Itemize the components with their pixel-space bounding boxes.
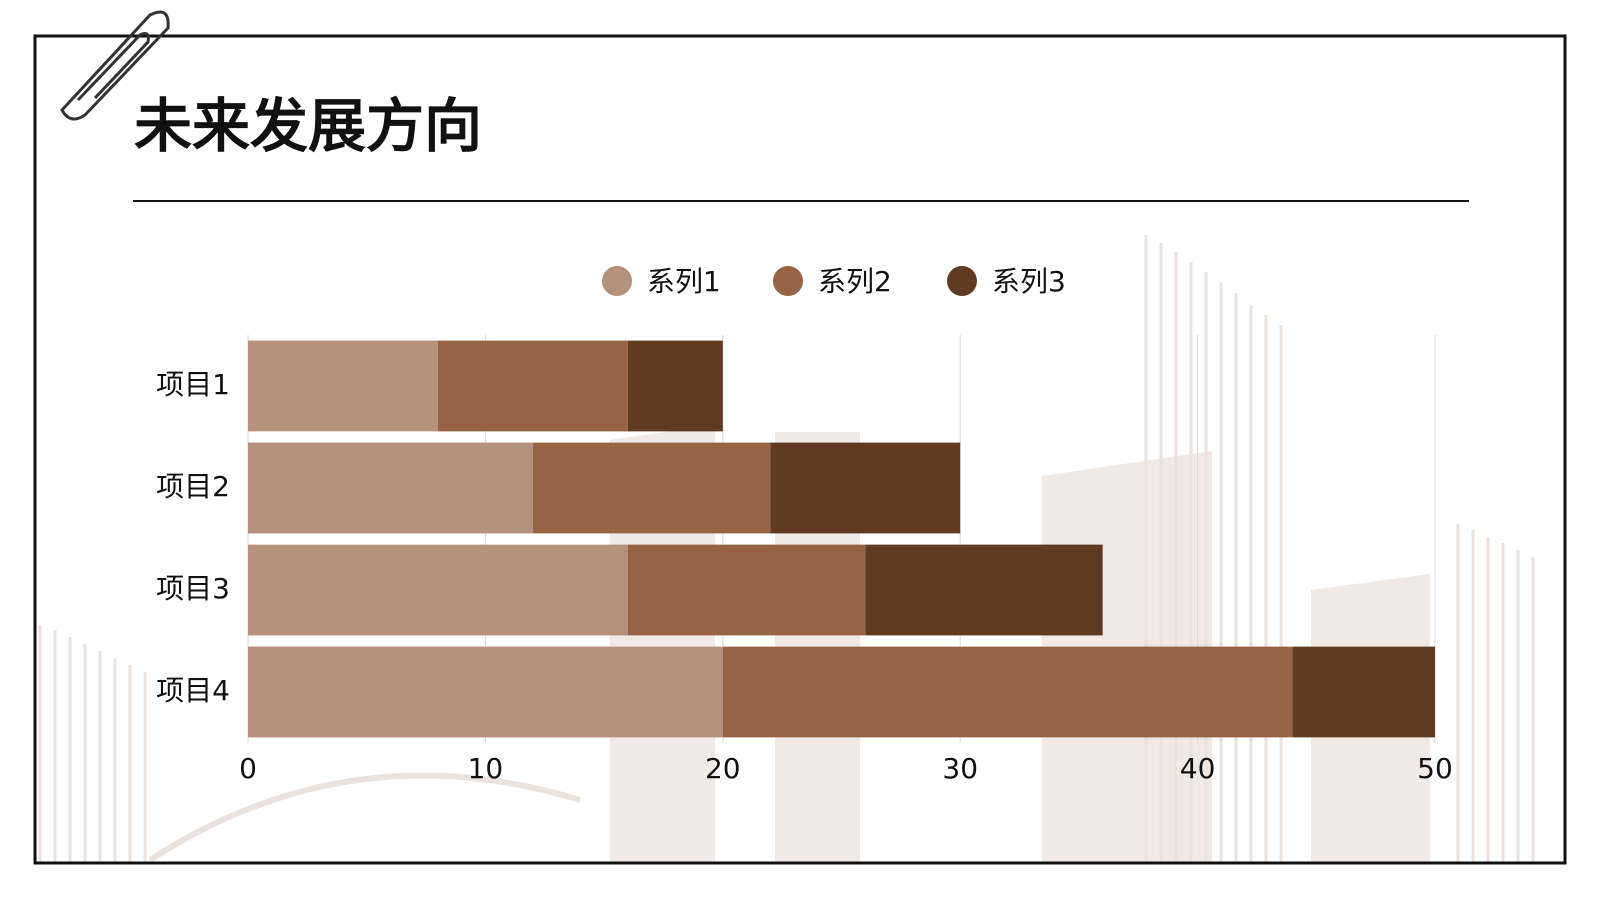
bar-segment [248, 544, 628, 636]
bar-segment [248, 340, 438, 432]
x-tick-label: 10 [468, 752, 504, 785]
legend-marker [602, 266, 632, 296]
bar-segment [770, 442, 961, 534]
bar-segment [248, 442, 533, 534]
bar-segment [627, 340, 723, 432]
bar-segment [437, 340, 628, 432]
legend-marker [773, 266, 803, 296]
x-tick-label: 40 [1180, 752, 1216, 785]
bar-segment [1292, 646, 1435, 738]
x-tick-label: 0 [239, 752, 257, 785]
legend-label: 系列2 [818, 265, 892, 298]
legend-label: 系列1 [647, 265, 721, 298]
legend-marker [947, 266, 977, 296]
y-tick-label: 项目4 [156, 674, 230, 707]
y-tick-label: 项目1 [156, 368, 230, 401]
x-tick-label: 20 [705, 752, 741, 785]
paperclip [60, 10, 170, 121]
frame [33, 34, 1567, 865]
chart: 0 10 20 30 40 50 系列1 系列2 系列3 项目1 项目2 项目3 项目4 [156, 265, 1453, 785]
bar-segment [248, 646, 723, 738]
decor-lines [38, 235, 1535, 863]
legend-label: 系列3 [992, 265, 1066, 298]
bar-segment [627, 544, 866, 636]
x-tick-label: 50 [1417, 752, 1453, 785]
bar-segment [722, 646, 1293, 738]
y-tick-label: 项目3 [156, 572, 230, 605]
y-tick-label: 项目2 [156, 470, 230, 503]
x-tick-label: 30 [942, 752, 978, 785]
bar-segment [532, 442, 771, 534]
decor-arc [148, 772, 581, 863]
bar-segment [865, 544, 1103, 636]
chart-title: 未来发展方向 [134, 92, 482, 160]
